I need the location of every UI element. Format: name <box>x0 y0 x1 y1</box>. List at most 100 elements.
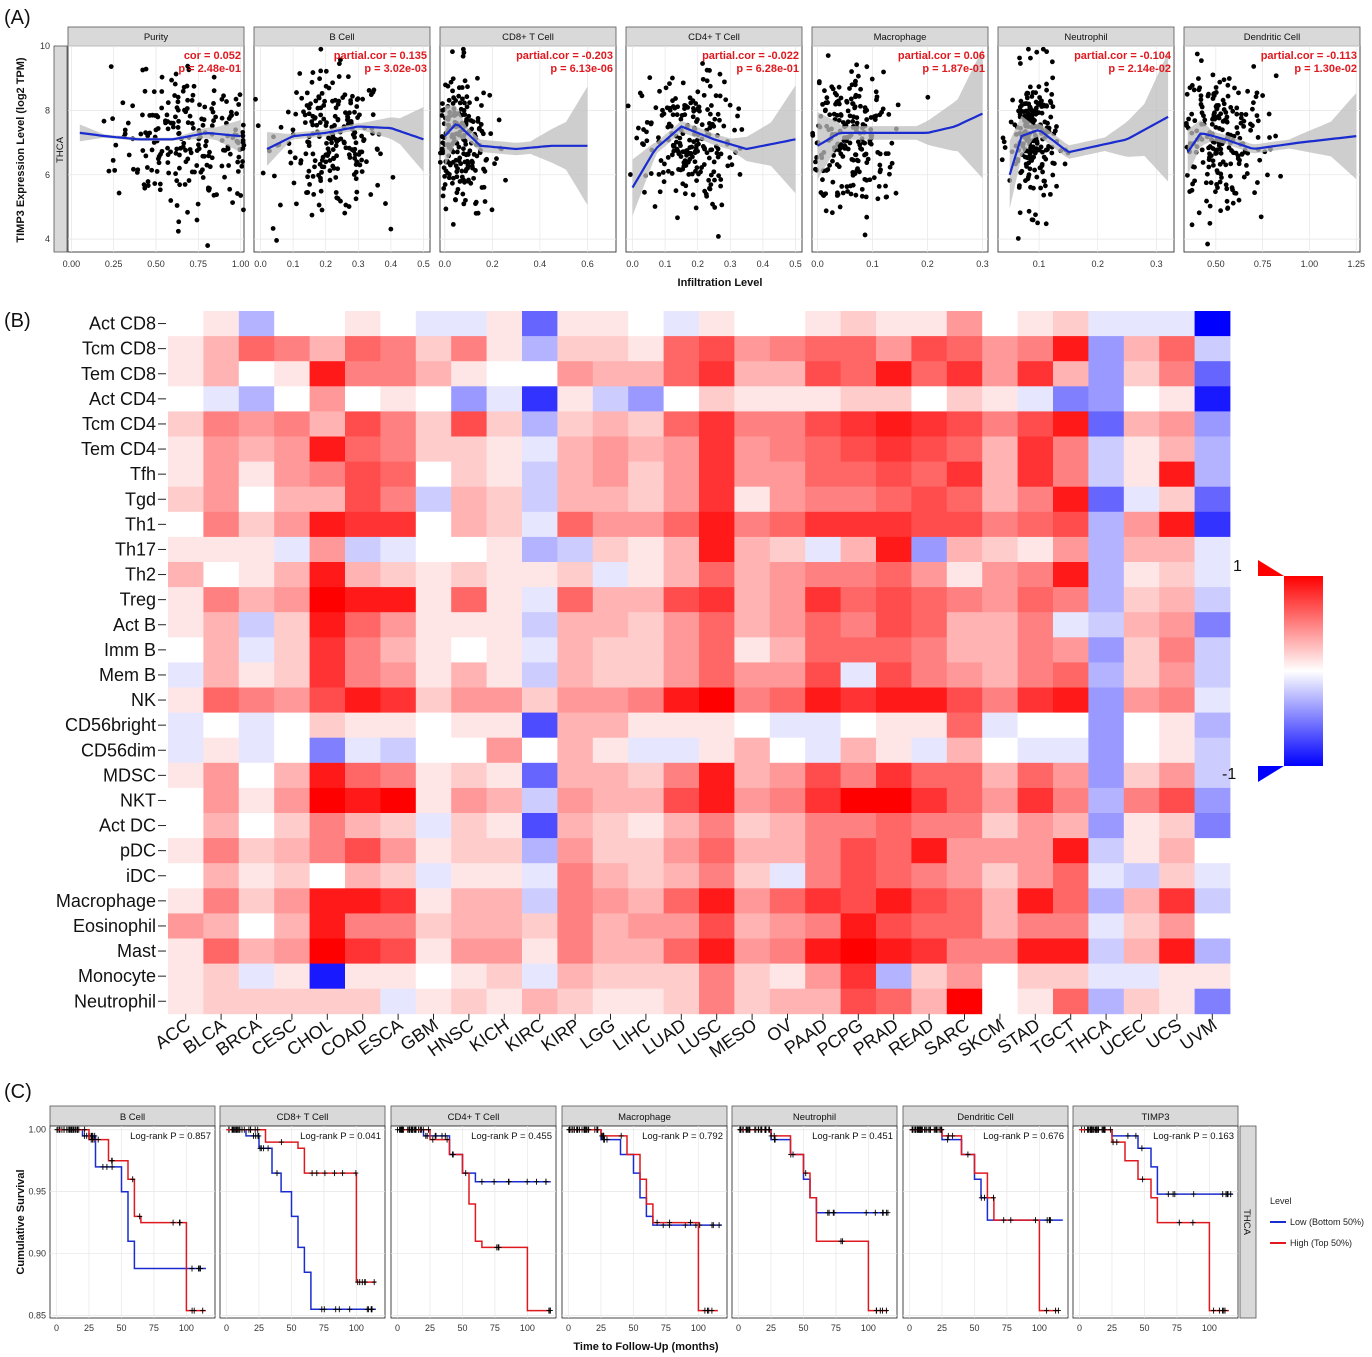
heatmap-cell <box>840 838 877 864</box>
data-point <box>1041 192 1047 198</box>
heatmap-cell <box>522 336 558 362</box>
heatmap-cell <box>486 386 523 412</box>
heatmap-cell <box>238 687 275 713</box>
data-point <box>145 133 151 139</box>
heatmap-cell <box>876 336 912 362</box>
censor-mark <box>189 1307 195 1314</box>
x-tick-label: 50 <box>116 1323 126 1333</box>
heatmap-cell <box>1159 562 1195 588</box>
data-point <box>868 141 874 147</box>
data-point <box>708 172 714 178</box>
heatmap-cell <box>734 662 771 688</box>
heatmap-cell <box>1194 612 1231 638</box>
data-point <box>173 171 178 177</box>
censor-mark <box>575 1126 581 1133</box>
censor-mark <box>667 1219 673 1226</box>
heatmap-cell <box>876 813 912 839</box>
data-point <box>1008 119 1014 125</box>
data-point <box>478 122 484 127</box>
data-point <box>1037 95 1043 100</box>
heatmap-cell <box>238 386 275 412</box>
data-point <box>859 186 865 192</box>
data-point <box>149 147 155 153</box>
heatmap-cell <box>309 361 346 387</box>
data-point <box>1036 102 1041 107</box>
heatmap-row-label: Act CD4 <box>89 389 156 409</box>
data-point <box>835 190 840 196</box>
heatmap-cell <box>1053 762 1089 789</box>
data-point <box>378 151 383 157</box>
heatmap-cell <box>168 687 204 713</box>
correlation-label: partial.cor = -0.203 <box>516 50 613 62</box>
heatmap-cell <box>699 988 735 1015</box>
data-point <box>674 146 680 152</box>
heatmap-cell <box>486 913 523 939</box>
data-point <box>318 112 324 118</box>
data-point <box>176 219 182 225</box>
heatmap-cell <box>1159 637 1195 663</box>
heatmap-cell <box>663 637 700 663</box>
heatmap-cell <box>1159 311 1195 337</box>
x-tick-label: 0.2 <box>486 259 499 269</box>
heatmap-cell <box>380 662 417 688</box>
data-point <box>704 150 710 156</box>
data-point <box>1224 186 1230 192</box>
data-point <box>854 157 860 163</box>
censor-mark <box>880 1307 885 1314</box>
data-point <box>1041 154 1047 160</box>
censor-mark <box>442 1132 448 1139</box>
data-point <box>471 175 477 181</box>
heatmap-cell <box>1088 311 1125 337</box>
data-point <box>320 154 326 160</box>
data-point <box>443 82 448 88</box>
data-point <box>230 200 236 206</box>
heatmap-cell <box>380 486 417 513</box>
data-point <box>442 182 448 187</box>
heatmap-cell <box>592 787 629 814</box>
data-point <box>307 181 312 187</box>
data-point <box>448 79 454 85</box>
data-point <box>335 101 341 107</box>
heatmap-cell <box>769 838 806 864</box>
data-point <box>657 189 663 195</box>
data-point <box>302 112 308 118</box>
heatmap-cell <box>663 486 700 513</box>
data-point <box>341 140 347 146</box>
heatmap-cell <box>1017 637 1054 663</box>
heatmap-cell <box>805 436 841 462</box>
data-point <box>843 122 849 128</box>
heatmap-cell <box>592 863 629 889</box>
data-point <box>1184 91 1190 97</box>
heatmap-cell <box>451 787 487 814</box>
heatmap-cell <box>203 562 240 588</box>
heatmap-cell <box>769 511 806 538</box>
data-point <box>850 170 856 175</box>
heatmap-cell <box>840 637 877 663</box>
x-tick-label: 100 <box>349 1323 364 1333</box>
data-point <box>166 170 172 176</box>
data-point <box>168 198 174 203</box>
data-point <box>1234 125 1240 130</box>
data-point <box>343 202 349 208</box>
heatmap-cell <box>734 963 771 990</box>
heatmap-cell <box>1088 436 1125 462</box>
heatmap-cell <box>557 587 594 613</box>
data-point <box>876 183 882 189</box>
heatmap-cell <box>1017 511 1054 538</box>
data-point <box>189 98 195 103</box>
data-point <box>862 140 868 146</box>
censor-mark <box>200 1307 206 1314</box>
fit-line <box>1008 115 1169 176</box>
data-point <box>461 178 467 184</box>
data-point <box>1023 101 1029 106</box>
data-point <box>679 113 685 118</box>
heatmap-cell <box>946 787 983 814</box>
x-tick-label: 0.50 <box>1207 259 1225 269</box>
data-point <box>303 151 309 157</box>
heatmap-cell <box>203 988 240 1015</box>
data-point <box>658 158 664 163</box>
heatmap-cell <box>274 386 310 412</box>
data-point <box>1243 112 1249 117</box>
heatmap-cell <box>168 737 204 764</box>
